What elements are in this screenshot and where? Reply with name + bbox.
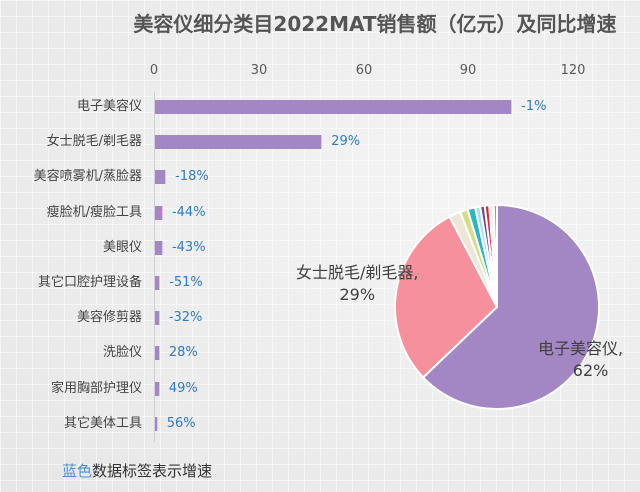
note-text: 数据标签表示增速: [92, 462, 213, 480]
category-label: 其它口腔护理设备: [37, 275, 142, 290]
growth-label: -51%: [169, 275, 203, 290]
category-label: 女士脱毛/剃毛器: [46, 134, 142, 150]
bar-row: 美容修剪器 -32%: [0, 308, 640, 328]
bar-row: 美容喷雾机/蒸脸器 -18%: [0, 167, 640, 187]
category-label: 瘦脸机/瘦脸工具: [46, 204, 142, 220]
growth-label: -43%: [171, 239, 206, 255]
x-tick: 30: [250, 63, 268, 78]
growth-label: -44%: [171, 204, 206, 220]
bar-row: 其它口腔护理设备 -51%: [0, 273, 640, 293]
bar: [155, 205, 163, 220]
growth-label: 49%: [168, 380, 198, 396]
bar: [155, 416, 158, 431]
bar: [155, 276, 161, 290]
x-tick: 90: [459, 63, 477, 78]
growth-label: 29%: [331, 134, 361, 150]
legend-note: 蓝色数据标签表示增速: [62, 460, 212, 481]
bar: [155, 240, 163, 255]
pie-label-hair-removal: 女士脱毛/剃毛器, 29%: [296, 262, 418, 306]
pie-slice: [492, 203, 498, 308]
pie-label-electronic: 电子美容仪, 62%: [538, 338, 623, 382]
bar: [155, 346, 160, 361]
growth-label: -1%: [521, 99, 547, 114]
x-tick: 60: [355, 63, 373, 78]
pie-label-value: 29%: [339, 285, 376, 304]
bar-row: 女士脱毛/剃毛器 29%: [0, 132, 640, 152]
x-tick: 0: [149, 63, 159, 78]
y-axis-line: [154, 92, 155, 442]
bar: [155, 381, 160, 396]
bar-row: 电子美容仪 -1%: [0, 97, 640, 117]
category-label: 美容喷雾机/蒸脸器: [33, 169, 142, 185]
category-label: 洗脸仪: [102, 345, 142, 361]
bar: [155, 100, 513, 114]
pie-slice: [394, 215, 499, 379]
category-label: 美容修剪器: [76, 310, 142, 326]
bar-row: 瘦脸机/瘦脸工具 -44%: [0, 203, 640, 223]
pie-label-name: 女士脱毛/剃毛器,: [296, 263, 419, 282]
note-highlight: 蓝色: [62, 462, 93, 480]
growth-label: 56%: [166, 415, 196, 431]
pie-label-value: 62%: [572, 361, 609, 380]
bar: [155, 135, 323, 150]
bar-row: 家用胸部护理仪 49%: [0, 379, 640, 399]
growth-label: -32%: [168, 310, 203, 326]
bar: [155, 311, 160, 326]
category-label: 美眼仪: [102, 239, 142, 255]
pie-label-name: 电子美容仪,: [538, 339, 624, 358]
bar-row: 其它美体工具 56%: [0, 414, 640, 434]
pie-slice: [421, 203, 600, 410]
chart-title: 美容仪细分类目2022MAT销售额（亿元）及同比增速: [133, 12, 617, 36]
category-label: 电子美容仪: [76, 99, 142, 114]
growth-label: 28%: [168, 345, 198, 361]
category-label: 其它美体工具: [63, 415, 142, 431]
bar-row: 洗脸仪 28%: [0, 343, 640, 363]
growth-label: -18%: [175, 169, 209, 185]
x-tick: 120: [560, 63, 586, 78]
bar-row: 美眼仪 -43%: [0, 238, 640, 258]
bar: [155, 170, 167, 185]
category-label: 家用胸部护理仪: [50, 380, 142, 396]
